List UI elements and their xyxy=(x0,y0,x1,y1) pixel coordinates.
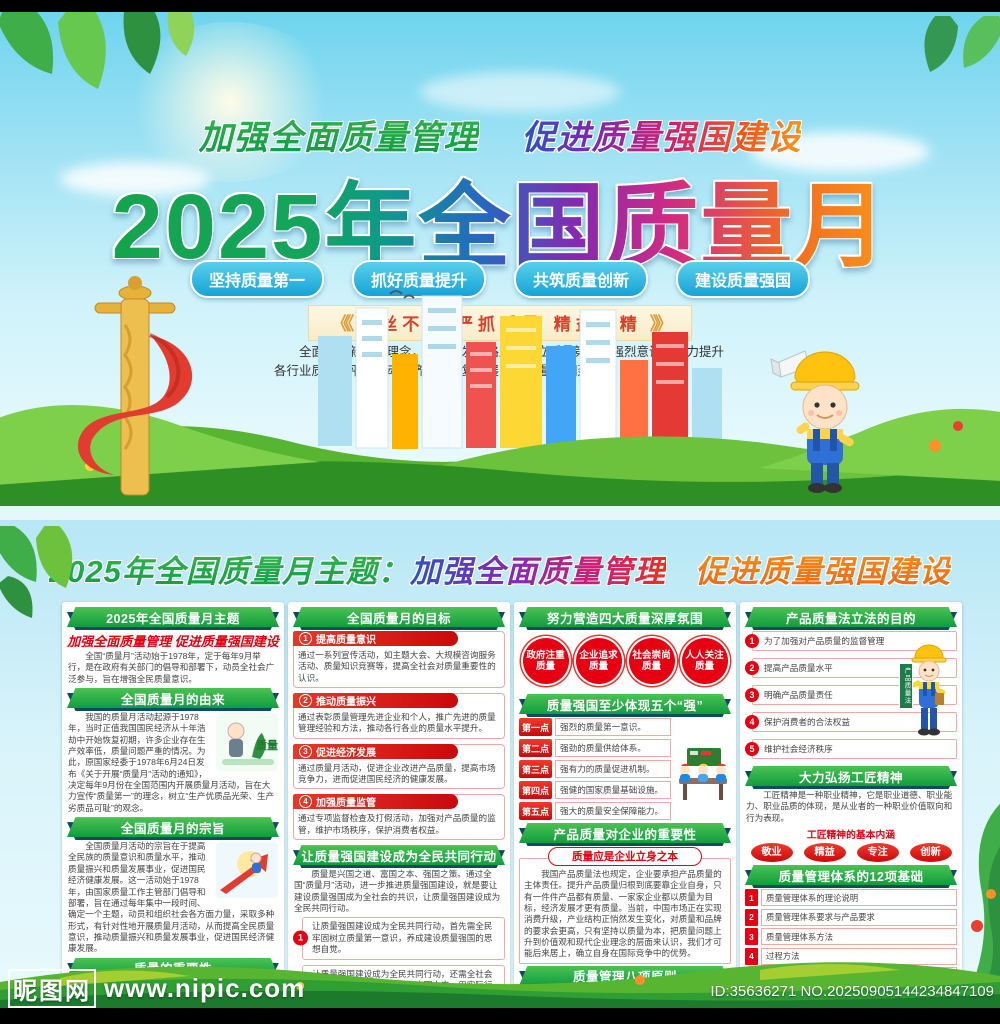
slogan-pill: 抓好质量提升 xyxy=(351,260,486,298)
columns: 2025年全国质量月主题 加强全面质量管理 促进质量强国建设 全国“质量月”活动… xyxy=(62,602,962,1008)
atmosphere-circle: 企业追求质量 xyxy=(575,638,622,684)
law-worker-illustration: 产品质量法 xyxy=(899,635,957,769)
joint-action-paragraph: 质量是兴国之道、富国之本、强国之策。通过全国“质量月”活动，进一步推进质量强国建… xyxy=(294,869,501,914)
corner-leaves xyxy=(924,16,1000,72)
huabiao-pillar-illustration xyxy=(77,276,193,496)
law-sign: 产品质量法 xyxy=(899,663,913,709)
slogan-pill: 共筑质量创新 xyxy=(514,260,649,298)
value-oval: 专注 xyxy=(856,843,899,863)
basic-item: 1 质量管理体系的理论说明 xyxy=(745,889,957,907)
city-skyline xyxy=(318,295,722,449)
theme-paragraph: 全国“质量月”活动始于1978年，定于每年9月举行，是在政府有关部门的倡导和部署… xyxy=(68,651,275,684)
header-purpose: 全国质量月的宗旨 xyxy=(67,817,279,838)
svg-text:质量: 质量 xyxy=(256,738,278,752)
strong-point: 第三点 强有力的质量促进机制。 xyxy=(519,760,671,778)
slogan-pill: 建设质量强国 xyxy=(676,260,811,298)
craftsman-values: 敬业 精益 专注 创新 xyxy=(745,843,957,863)
watermark-site: 昵图网 www.nipic.com xyxy=(8,969,305,1008)
basic-item: 3 质量管理体系方法 xyxy=(745,928,957,946)
header-atmosphere: 努力营造四大质量深厚氛围 xyxy=(519,607,731,627)
rising-arrow-illustration xyxy=(216,842,278,899)
enterprise-pill: 质量应是企业立身之本 xyxy=(547,847,703,866)
board-title: 2025年全国质量月主题：加强全面质量管理 促进质量强国建设 xyxy=(0,546,1000,591)
goal-item: 4 加强质量监管 通过专项监督检查及打假活动，加强对产品质量的监管，维护市场秩序，… xyxy=(293,794,505,841)
goal-item: 3 促进经济发展 通过质量月活动，促进企业改进产品质量，提高市场竞争力，进而促进国… xyxy=(293,743,505,790)
header-qms-basics: 质量管理体系的12项基础 xyxy=(745,865,957,886)
poster: 加强全面质量管理 促进质量强国建设 2025年全国质量月 坚持质量第一 抓好质量… xyxy=(0,12,1000,1008)
banner-panel: 加强全面质量管理 促进质量强国建设 2025年全国质量月 坚持质量第一 抓好质量… xyxy=(0,12,1000,506)
law-purpose-item: 4 保护消费者的合法权益 xyxy=(745,712,957,732)
slogan-pill-row: 坚持质量第一 抓好质量提升 共筑质量创新 建设质量强国 xyxy=(0,260,1000,298)
banner-subtitle-right: 促进质量强国建设 xyxy=(521,110,801,159)
five-strong-list: 第一点 强烈的质量第一意识。 第二点 强劲的质量供给体系。 第三点 强有力的质量促进机… xyxy=(519,718,731,820)
law-purpose-item: 5 维护社会经济秩序 xyxy=(745,739,957,759)
craftsman-subtitle: 工匠精神的基本内涵 xyxy=(806,830,896,842)
header-enterprise-importance: 产品质量对企业的重要性 xyxy=(519,823,731,843)
column-atmosphere-enterprise: 努力营造四大质量深厚氛围 政府注重质量 企业追求质量 社会崇尚质量 人人关注质量… xyxy=(514,602,736,1008)
board-corner-leaves xyxy=(0,526,73,618)
theme-slogan: 加强全面质量管理 促进质量强国建设 xyxy=(67,634,279,649)
site-url: www.nipic.com xyxy=(104,973,306,1003)
atmosphere-circle: 人人关注质量 xyxy=(681,638,728,684)
atmosphere-circles: 政府注重质量 企业追求质量 社会崇尚质量 人人关注质量 xyxy=(519,631,731,692)
atmosphere-circle: 社会崇尚质量 xyxy=(628,638,675,684)
watermark-id: ID:35636271 NO.20250905144234847109 xyxy=(710,983,994,1000)
header-craftsman: 大力弘扬工匠精神 xyxy=(745,766,957,786)
worker-mascot-illustration xyxy=(770,350,860,493)
strong-point: 第四点 强健的国家质量基础设施。 xyxy=(519,781,671,799)
column-goals-action: 全国质量月的目标 1 提高质量意识 通过一系列宣传活动，如主题大会、大规模咨询服务… xyxy=(288,602,510,1008)
banner-subtitle-left: 加强全面质量管理 xyxy=(199,110,479,159)
cloud xyxy=(750,132,930,172)
header-five-strong: 质量强国至少体现五个“强” xyxy=(519,694,731,714)
header-law-purpose: 产品质量法立法的目的 xyxy=(745,607,957,627)
origin-paragraph: 质量 我国的质量月活动起源于1978年，当时正值我国国民经济从十年浩劫中开始恢复… xyxy=(68,712,278,813)
value-oval: 创新 xyxy=(909,843,952,863)
content-board: 2025年全国质量月主题：加强全面质量管理 促进质量强国建设 2025年全国质量… xyxy=(0,520,1000,1008)
meeting-illustration xyxy=(679,748,727,800)
craftsman-paragraph: 工匠精神是一种职业精神，它是职业道德、职业能力、职业品质的体现，是从业者的一种职… xyxy=(746,790,953,823)
chevron-left-icon: 《《 xyxy=(331,314,354,334)
corner-leaves xyxy=(0,12,195,89)
column-theme-origin: 2025年全国质量月主题 加强全面质量管理 促进质量强国建设 全国“质量月”活动… xyxy=(62,602,284,1008)
site-logo: 昵图网 xyxy=(8,969,96,1008)
header-theme: 2025年全国质量月主题 xyxy=(67,607,279,627)
action-item: 1 让质量强国建设成为全民共同行动，首先需全民牢固树立质量第一意识，养成建设质量强… xyxy=(293,917,505,960)
cloud xyxy=(60,162,210,196)
atmosphere-circle: 政府注重质量 xyxy=(522,638,569,684)
chevron-right-icon: 》》 xyxy=(649,314,673,334)
bottom-grass xyxy=(0,962,1000,1008)
header-joint-action: 让质量强国建设成为全民共同行动 xyxy=(293,845,505,866)
basic-item: 2 质量管理体系要求与产品要求 xyxy=(745,908,957,926)
cloud xyxy=(420,72,620,112)
header-origin: 全国质量月的由来 xyxy=(67,688,279,709)
strong-point: 第一点 强烈的质量第一意识。 xyxy=(519,718,671,736)
board-side-bush xyxy=(971,803,1000,988)
goal-item: 2 推动质量振兴 通过表彰质量管理先进企业和个人，推广先进的质量管理经验和方法，推… xyxy=(293,693,505,739)
strong-point: 第五点 强大的质量安全保障能力。 xyxy=(519,802,671,820)
value-oval: 敬业 xyxy=(750,843,793,863)
column-law-craftsman: 产品质量法立法的目的 1 为了加强对产品质量的监督管理 2 提高产品质量水平 3 明确… xyxy=(740,602,962,1008)
enterprise-paragraph-box: 我国产品质量法也规定，企业要承担产品质量的主体责任。提升产品质量归根到底要靠企业… xyxy=(519,858,731,964)
purpose-paragraph: 全国质量月活动的宗旨在于提高全民族的质量意识和质量水平，推动质量振兴和质量发展事… xyxy=(68,841,278,954)
slogan-pill: 坚持质量第一 xyxy=(189,260,324,298)
header-goals: 全国质量月的目标 xyxy=(293,607,505,627)
law-purpose-list: 1 为了加强对产品质量的监督管理 2 提高产品质量水平 3 明确产品质量责任 4 保护消… xyxy=(745,631,957,759)
banner-subtitle: 加强全面质量管理 促进质量强国建设 xyxy=(0,110,1000,159)
goal-item: 1 提高质量意识 通过一系列宣传活动，如主题大会、大规模咨询服务活动、质量知识竞赛… xyxy=(293,631,505,689)
law-purpose-item: 1 为了加强对产品质量的监督管理 xyxy=(745,631,957,651)
value-oval: 精益 xyxy=(803,843,846,863)
quality-sprout-illustration: 质量 xyxy=(216,713,278,772)
strong-point: 第二点 强劲的质量供给体系。 xyxy=(519,739,671,757)
